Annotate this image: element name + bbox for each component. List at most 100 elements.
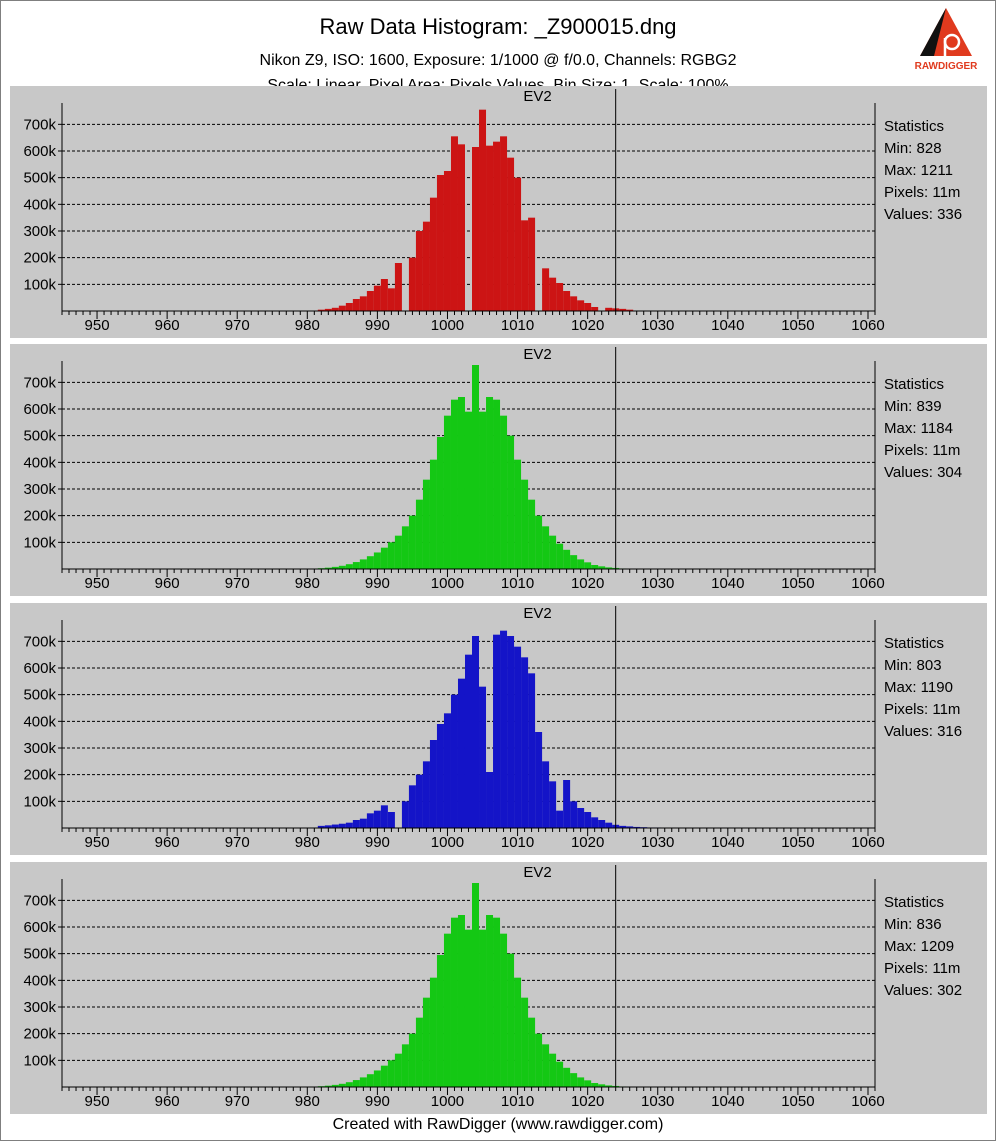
histogram-bar: [422, 221, 430, 311]
histogram-bar: [373, 552, 381, 569]
stats-line: Values: 304: [884, 464, 962, 481]
histogram-bar: [507, 157, 515, 311]
camera-info: Nikon Z9, ISO: 1600, Exposure: 1/1000 @ …: [259, 52, 737, 69]
histogram-bar: [464, 929, 473, 1087]
histogram-panel-g: EV2 100k 200k 300k 400k 500k 600k 700k 950 960 970…: [10, 344, 987, 596]
x-tick-label: 1060: [851, 575, 884, 592]
x-tick-label: 980: [295, 317, 320, 334]
histogram-bar: [486, 772, 494, 828]
histogram-bar: [584, 1080, 592, 1087]
x-tick-label: 1030: [641, 317, 674, 334]
rawdigger-logo-icon: RAWDIGGER: [915, 8, 978, 72]
ev-label: EV2: [523, 605, 551, 622]
histogram-bar: [563, 291, 571, 311]
x-tick-label: 990: [365, 834, 390, 851]
x-tick-label: 1030: [641, 834, 674, 851]
histogram-bar: [528, 499, 536, 569]
histogram-bar: [429, 459, 437, 569]
histogram-bar: [619, 308, 627, 311]
histogram-bar: [493, 399, 501, 569]
histogram-bar: [591, 565, 599, 569]
histogram-bar: [359, 559, 367, 569]
histogram-bar: [626, 309, 634, 311]
logo-text: RAWDIGGER: [915, 61, 978, 72]
y-tick-label: 500k: [23, 687, 56, 704]
stats-line: Min: 836: [884, 916, 942, 933]
x-tick-label: 1040: [711, 575, 744, 592]
x-tick-label: 990: [365, 1093, 390, 1110]
stats-line: Max: 1209: [884, 938, 954, 955]
histogram-bar: [500, 415, 508, 569]
x-tick-label: 1060: [851, 834, 884, 851]
histogram-bar: [429, 977, 437, 1087]
stats-line: Statistics: [884, 118, 944, 135]
histogram-bar: [450, 399, 458, 569]
histogram-bar: [542, 761, 550, 828]
histogram-bar: [584, 303, 592, 311]
y-tick-label: 700k: [23, 633, 56, 650]
histogram-panel-g2: EV2 100k 200k 300k 400k 500k 600k 700k 950 960 970…: [10, 862, 987, 1114]
x-tick-label: 950: [85, 1093, 110, 1110]
histogram-panel-b: EV2 100k 200k 300k 400k 500k 600k 700k 950 960 970…: [10, 603, 987, 855]
histogram-bar: [549, 535, 557, 569]
y-tick-label: 100k: [23, 276, 56, 293]
histogram-bar: [422, 761, 430, 828]
x-tick-label: 980: [295, 575, 320, 592]
histogram-bar: [387, 812, 395, 828]
histogram-bar: [542, 268, 550, 311]
histogram-bar: [577, 808, 585, 828]
histogram-bar: [535, 1033, 543, 1087]
histogram-bar: [443, 933, 451, 1087]
x-tick-label: 1040: [711, 317, 744, 334]
histogram-bar: [464, 654, 473, 828]
histogram-bar: [563, 549, 571, 569]
x-tick-label: 1010: [501, 1093, 534, 1110]
histogram-bar: [345, 822, 353, 828]
stats-line: Min: 828: [884, 140, 942, 157]
histogram-bar: [352, 1080, 360, 1087]
histogram-bar: [443, 713, 451, 828]
histogram-bar: [436, 437, 444, 569]
histogram-bar: [450, 136, 458, 311]
histogram-bar: [352, 562, 360, 569]
histogram-bar: [415, 1017, 423, 1087]
histogram-bar: [591, 817, 599, 828]
x-tick-label: 990: [365, 317, 390, 334]
y-tick-label: 500k: [23, 946, 56, 963]
histogram-bar: [408, 515, 416, 569]
histogram-bar: [542, 526, 550, 569]
histogram-bar: [366, 1074, 374, 1087]
histogram-bar: [415, 499, 423, 569]
x-tick-label: 1030: [641, 575, 674, 592]
histogram-bar: [457, 397, 465, 569]
histogram-bar: [457, 144, 465, 311]
y-tick-label: 400k: [23, 972, 56, 989]
histogram-bar: [479, 929, 487, 1087]
x-tick-label: 1050: [781, 317, 814, 334]
y-tick-label: 500k: [23, 428, 56, 445]
y-tick-label: 100k: [23, 793, 56, 810]
histogram-bar: [486, 915, 494, 1087]
histogram-bar: [394, 1053, 402, 1087]
y-tick-label: 600k: [23, 919, 56, 936]
stats-line: Max: 1184: [884, 420, 953, 437]
histogram-bar: [450, 917, 458, 1087]
histogram-bar: [549, 277, 557, 311]
histogram-bar: [317, 309, 325, 311]
histogram-bar: [493, 141, 501, 311]
y-tick-label: 200k: [23, 767, 56, 784]
histogram-bar: [472, 147, 480, 311]
histogram-bar: [387, 542, 395, 569]
histogram-bar: [472, 365, 480, 569]
y-tick-label: 400k: [23, 196, 56, 213]
y-tick-label: 700k: [23, 116, 56, 133]
x-tick-label: 1000: [431, 575, 464, 592]
histogram-bar: [521, 657, 529, 828]
histogram-bar: [528, 217, 536, 311]
histogram-bar: [345, 1082, 353, 1087]
histogram-bar: [401, 1044, 409, 1087]
histogram-bar: [479, 686, 487, 828]
histogram-bar: [619, 825, 627, 828]
histogram-bar: [549, 1053, 557, 1087]
